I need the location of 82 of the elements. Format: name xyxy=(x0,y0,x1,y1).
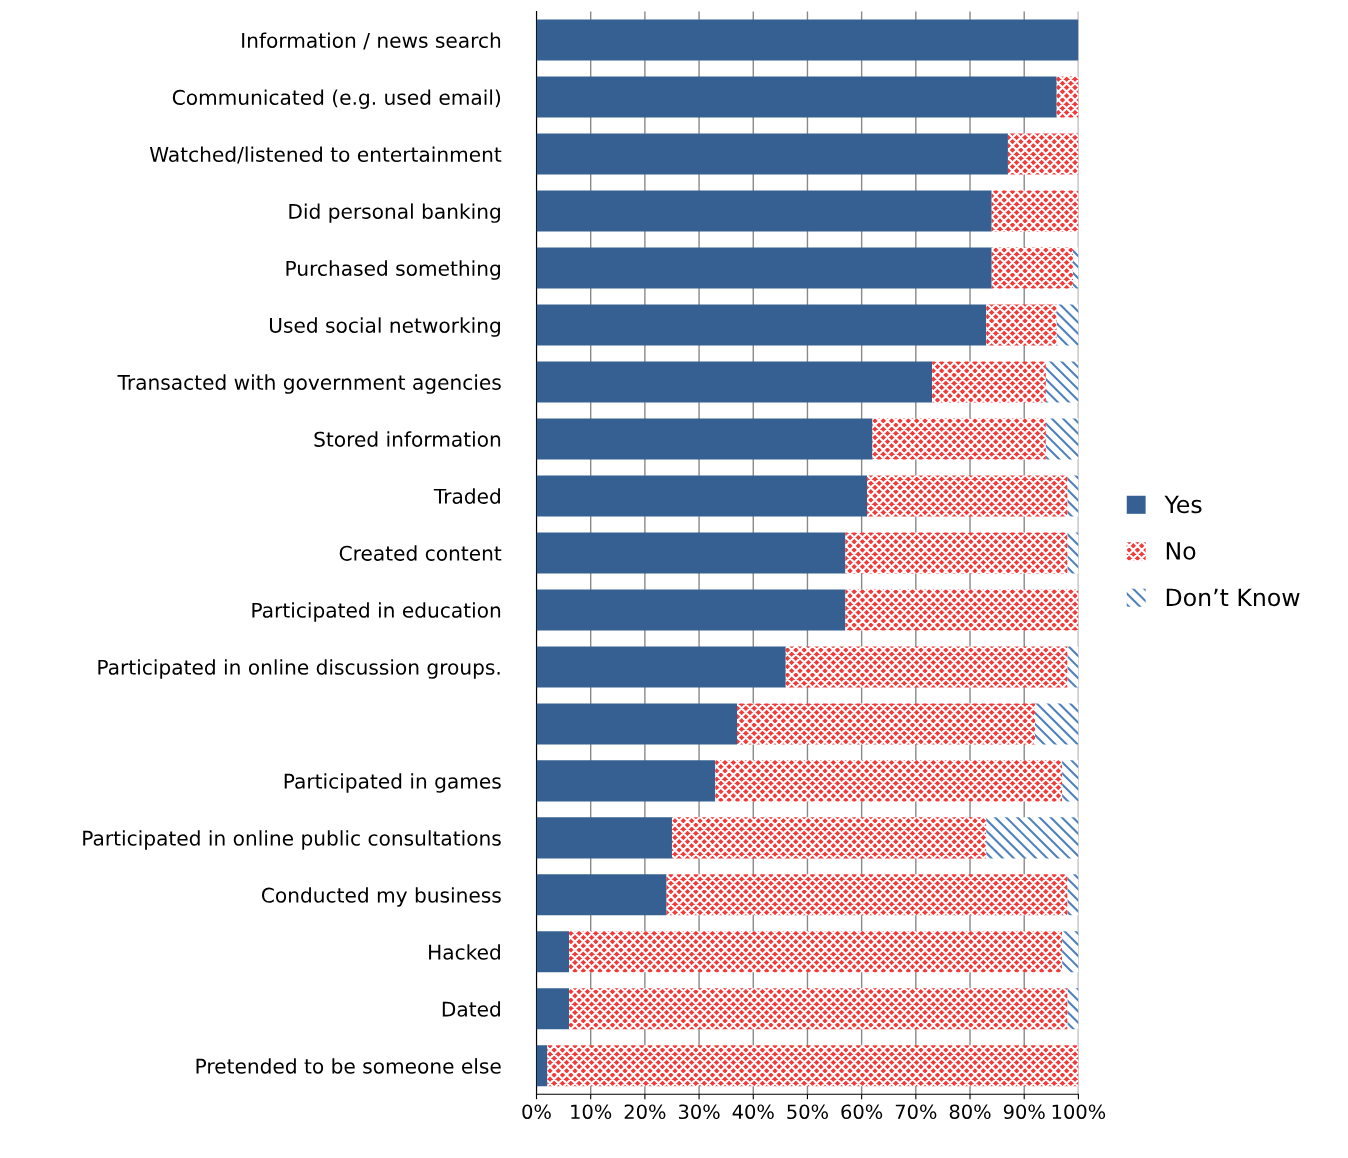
y-tick-label: Traded xyxy=(433,488,500,504)
legend-label: Yes xyxy=(1164,495,1202,514)
bar xyxy=(1067,532,1079,574)
bar xyxy=(536,589,846,631)
y-tick-label: Communicated (e.g. used email) xyxy=(172,89,501,109)
bar xyxy=(986,817,1079,859)
y-tick-label: Conducted my business xyxy=(261,887,501,907)
bar xyxy=(666,874,1068,916)
bar xyxy=(536,703,738,745)
bar xyxy=(1067,988,1079,1030)
y-tick-label: Hacked xyxy=(429,944,500,960)
bar xyxy=(1056,304,1079,346)
bar xyxy=(536,475,868,517)
x-tick-label: 100% xyxy=(1052,1104,1106,1120)
bar xyxy=(1067,646,1079,688)
x-tick-label: 70% xyxy=(895,1104,937,1120)
bar xyxy=(536,988,570,1030)
x-tick-label: 50% xyxy=(787,1104,828,1120)
bar xyxy=(785,646,1068,688)
bar xyxy=(845,532,1068,574)
bar xyxy=(845,589,1079,631)
bar xyxy=(991,190,1079,232)
bar xyxy=(932,361,1046,403)
bar xyxy=(536,418,873,460)
bar xyxy=(1067,475,1079,517)
legend-label: No xyxy=(1166,542,1196,560)
bar xyxy=(867,475,1068,517)
bar xyxy=(1056,76,1079,118)
bar xyxy=(536,532,846,574)
bar xyxy=(536,19,1079,61)
bar xyxy=(536,76,1057,118)
x-tick-label: 10% xyxy=(571,1104,612,1120)
y-tick-label: Used social networking xyxy=(269,317,500,337)
bar xyxy=(671,817,987,859)
bar xyxy=(986,304,1057,346)
y-tick-label: Stored information xyxy=(314,431,501,447)
bar xyxy=(536,817,672,859)
bar xyxy=(536,931,570,973)
x-tick-label: 30% xyxy=(678,1104,720,1120)
y-tick-label: Did personal banking xyxy=(289,203,500,223)
y-tick-label: Purchased something xyxy=(286,260,500,280)
y-tick-label: Participated in online discussion groups. xyxy=(98,659,500,679)
bar xyxy=(536,1045,548,1087)
bar xyxy=(536,190,992,232)
x-tick-label: 0% xyxy=(522,1104,551,1120)
x-tick-label: 40% xyxy=(732,1104,774,1120)
bar xyxy=(536,874,667,916)
x-tick-label: 90% xyxy=(1003,1104,1045,1120)
bar xyxy=(1045,418,1079,460)
legend-label: Don’t Know xyxy=(1166,588,1300,607)
bar xyxy=(1072,247,1079,289)
bar xyxy=(991,247,1073,289)
bar xyxy=(536,361,933,403)
y-tick-label: Participated in games xyxy=(284,773,501,793)
y-tick-label: Participated in education xyxy=(252,602,501,622)
bar xyxy=(1035,703,1079,745)
y-tick-label: Dated xyxy=(442,1001,500,1017)
y-tick-label: Information / news search xyxy=(242,32,501,50)
bar xyxy=(715,760,1063,802)
bar xyxy=(1067,874,1079,916)
bar xyxy=(569,988,1068,1030)
bar xyxy=(536,133,1008,175)
x-tick-label: 20% xyxy=(624,1104,666,1120)
y-tick-label: Transacted with government agencies xyxy=(117,374,501,394)
x-tick-label: 60% xyxy=(841,1104,883,1120)
bar xyxy=(536,247,992,289)
bar xyxy=(569,931,1063,973)
bar xyxy=(872,418,1046,460)
y-tick-label: Watched/listened to entertainment xyxy=(149,146,502,164)
bar xyxy=(737,703,1036,745)
bar xyxy=(536,646,786,688)
bar xyxy=(547,1045,1079,1087)
x-tick-label: 80% xyxy=(949,1104,991,1120)
bar xyxy=(536,760,716,802)
y-tick-label: Created content xyxy=(339,545,502,561)
bar xyxy=(1007,133,1079,175)
y-tick-label: Pretended to be someone else xyxy=(196,1058,501,1074)
bar xyxy=(1062,760,1079,802)
bar xyxy=(536,304,987,346)
bar xyxy=(1045,361,1079,403)
bar xyxy=(1062,931,1079,973)
y-tick-label: Participated in online public consultations xyxy=(83,830,501,850)
